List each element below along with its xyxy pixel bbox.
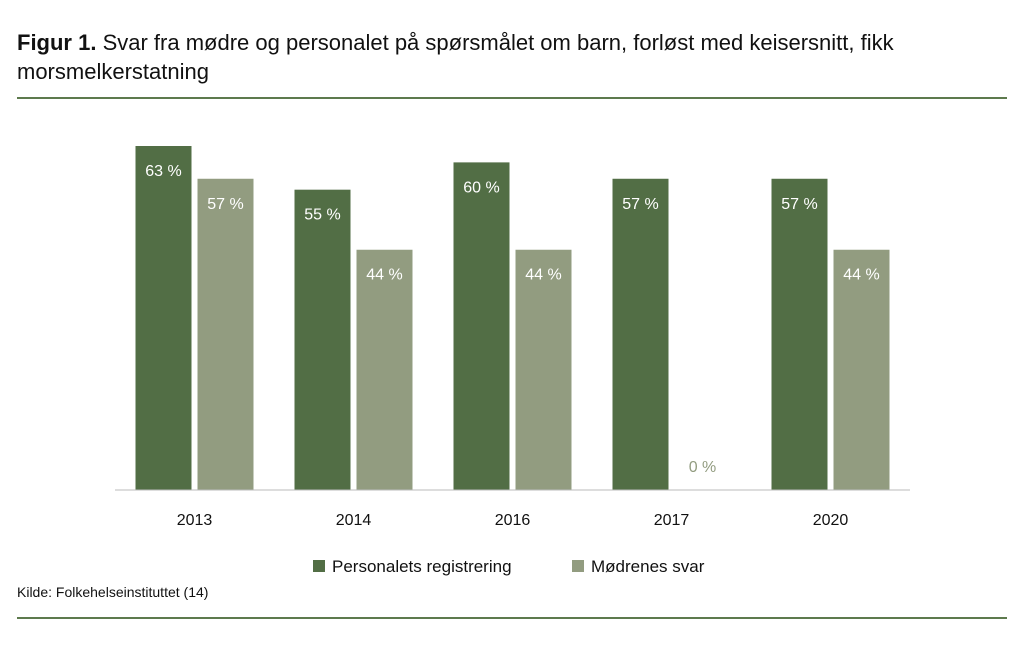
data-label: 44 % [525, 267, 561, 284]
bar [135, 146, 192, 490]
bar [294, 189, 351, 490]
x-tick-label: 2017 [654, 512, 690, 529]
bar [612, 178, 669, 490]
bar [197, 178, 254, 490]
x-tick-label: 2013 [177, 512, 213, 529]
data-label: 0 % [689, 459, 717, 476]
data-label: 57 % [622, 196, 658, 213]
figure-title-text: Svar fra mødre og personalet på spørsmål… [17, 30, 894, 84]
data-label: 57 % [781, 196, 817, 213]
data-label: 63 % [145, 163, 181, 180]
legend-swatch [313, 560, 325, 572]
bar [515, 249, 572, 490]
data-label: 55 % [304, 207, 340, 224]
bar [356, 249, 413, 490]
legend-label: Personalets registrering [332, 557, 512, 576]
data-label: 44 % [366, 267, 402, 284]
data-label: 44 % [843, 267, 879, 284]
x-tick-label: 2016 [495, 512, 531, 529]
bar [771, 178, 828, 490]
figure-title: Figur 1. Svar fra mødre og personalet på… [17, 28, 1017, 86]
bar [453, 162, 510, 490]
legend-swatch [572, 560, 584, 572]
data-label: 60 % [463, 179, 499, 196]
bar [833, 249, 890, 490]
top-rule [17, 97, 1007, 99]
data-label: 57 % [207, 196, 243, 213]
bottom-rule [17, 617, 1007, 619]
x-tick-label: 2020 [813, 512, 849, 529]
source-note: Kilde: Folkehelseinstituttet (14) [17, 584, 209, 600]
x-tick-label: 2014 [336, 512, 372, 529]
legend-label: Mødrenes svar [591, 557, 705, 576]
figure-label: Figur 1. [17, 30, 97, 55]
